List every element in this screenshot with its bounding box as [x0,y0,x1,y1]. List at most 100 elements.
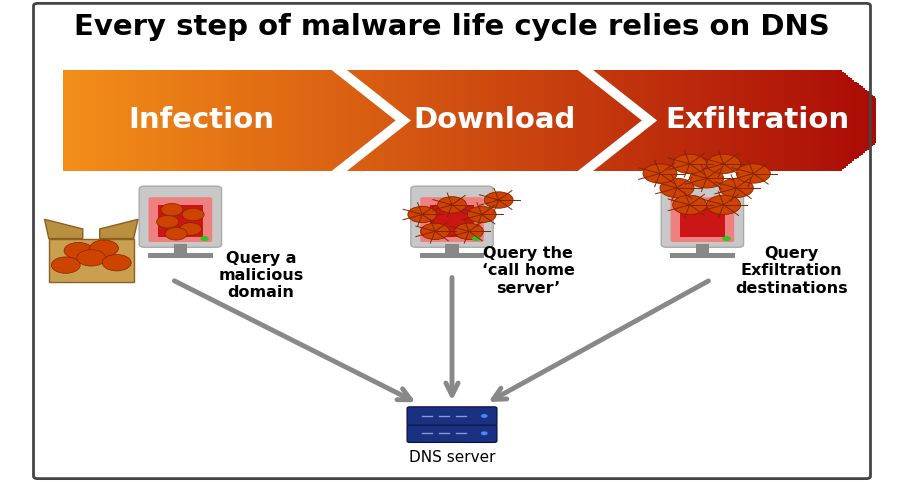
Circle shape [471,236,479,241]
Bar [380,70,383,171]
Bar [736,70,738,171]
Bar [662,70,665,171]
Bar [820,70,822,171]
Circle shape [407,206,436,223]
Bar [274,70,275,171]
Bar [665,70,666,171]
Bar [97,70,99,171]
Bar [858,85,860,156]
Bar [109,70,111,171]
Bar [866,92,868,149]
Bar [669,253,734,258]
Bar [128,70,130,171]
Bar [443,70,446,171]
Bar [587,70,589,171]
Bar [305,70,307,171]
Bar [728,70,730,171]
Bar [622,70,624,171]
Bar [843,73,845,168]
Text: Download: Download [413,107,575,134]
Bar [899,118,902,123]
Bar [723,70,725,171]
Bar [101,70,103,171]
Bar [538,70,540,171]
Bar [171,70,172,171]
Bar [856,83,858,158]
Bar [643,70,646,171]
Bar [147,70,149,171]
Bar [733,70,736,171]
Bar [450,70,452,171]
Bar [658,70,660,171]
Bar [527,70,530,171]
Bar [624,70,627,171]
Bar [191,70,193,171]
Bar [608,70,610,171]
Bar [469,70,471,171]
Bar [620,70,622,171]
Bar [136,70,139,171]
Bar [500,70,502,171]
Bar [521,70,524,171]
Bar [557,70,559,171]
Bar [847,77,850,164]
Bar [505,70,507,171]
Bar [796,70,799,171]
Bar [389,70,391,171]
Bar [715,70,717,171]
Bar [78,70,80,171]
Bar [582,70,584,171]
Bar [562,70,563,171]
Bar [508,70,511,171]
Circle shape [161,203,182,216]
Bar [202,70,204,171]
Circle shape [165,228,187,240]
Bar [237,70,239,171]
Bar [149,70,152,171]
Circle shape [156,215,179,228]
Bar [709,70,711,171]
Circle shape [689,169,722,188]
Bar [517,70,519,171]
Bar [256,70,258,171]
FancyBboxPatch shape [410,186,493,247]
Bar [584,70,587,171]
Bar [209,70,210,171]
Bar [752,70,755,171]
Bar [280,70,282,171]
Bar [885,107,887,134]
Bar [473,70,475,171]
Bar [795,70,796,171]
Bar [172,70,174,171]
Bar [320,70,321,171]
Bar [591,70,593,171]
Text: Query the
‘call home
server’: Query the ‘call home server’ [481,246,574,295]
Circle shape [51,257,80,273]
Bar [71,70,74,171]
Circle shape [659,178,694,198]
Bar [673,70,675,171]
Bar [404,70,405,171]
Bar [687,70,690,171]
FancyBboxPatch shape [148,197,212,242]
Bar [627,70,628,171]
Bar [290,70,293,171]
Bar [200,70,202,171]
Circle shape [672,195,706,214]
Bar [740,70,742,171]
Bar [646,70,647,171]
Circle shape [64,242,93,259]
Bar [343,70,345,171]
Bar [630,70,633,171]
Bar [513,70,515,171]
Bar [700,70,703,171]
Bar [498,70,500,171]
Bar [902,120,903,121]
Bar [891,111,893,130]
Bar [872,96,874,145]
Bar [233,70,236,171]
Bar [181,70,183,171]
Bar [358,70,359,171]
Bar [784,70,787,171]
Bar [639,70,641,171]
